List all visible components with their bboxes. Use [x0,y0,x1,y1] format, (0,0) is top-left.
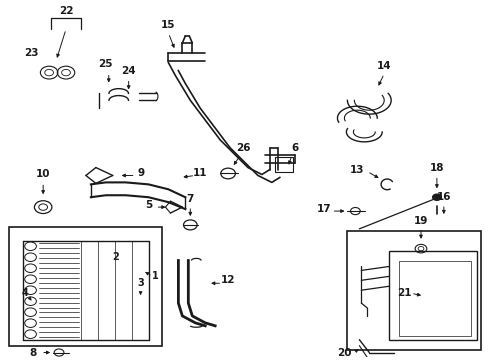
Bar [9,227,162,346]
Text: 7: 7 [186,194,194,204]
Text: 20: 20 [337,347,351,357]
Bar [274,157,293,171]
Text: 19: 19 [413,216,427,226]
Text: 23: 23 [24,48,39,58]
Text: 14: 14 [376,61,391,71]
Text: 1: 1 [152,271,159,282]
Bar [346,231,480,350]
Text: 13: 13 [349,165,364,175]
Text: 21: 21 [396,288,410,298]
Bar [388,251,476,339]
Text: 26: 26 [235,143,250,153]
Text: 11: 11 [193,168,207,179]
Text: 3: 3 [137,278,143,288]
Text: 2: 2 [112,252,119,262]
Text: 8: 8 [29,347,37,357]
Text: 9: 9 [137,168,144,179]
Text: 16: 16 [436,192,450,202]
Text: 6: 6 [290,143,298,153]
Text: 10: 10 [36,170,50,180]
Circle shape [432,194,440,201]
Text: 24: 24 [121,66,136,76]
Text: 22: 22 [59,6,73,16]
Text: 18: 18 [429,163,443,172]
Text: 5: 5 [144,200,152,210]
Text: 17: 17 [317,204,331,214]
Text: 4: 4 [22,288,29,298]
Text: 12: 12 [221,275,235,285]
Text: 25: 25 [99,59,113,69]
Bar [398,261,470,336]
Text: 15: 15 [161,20,175,30]
